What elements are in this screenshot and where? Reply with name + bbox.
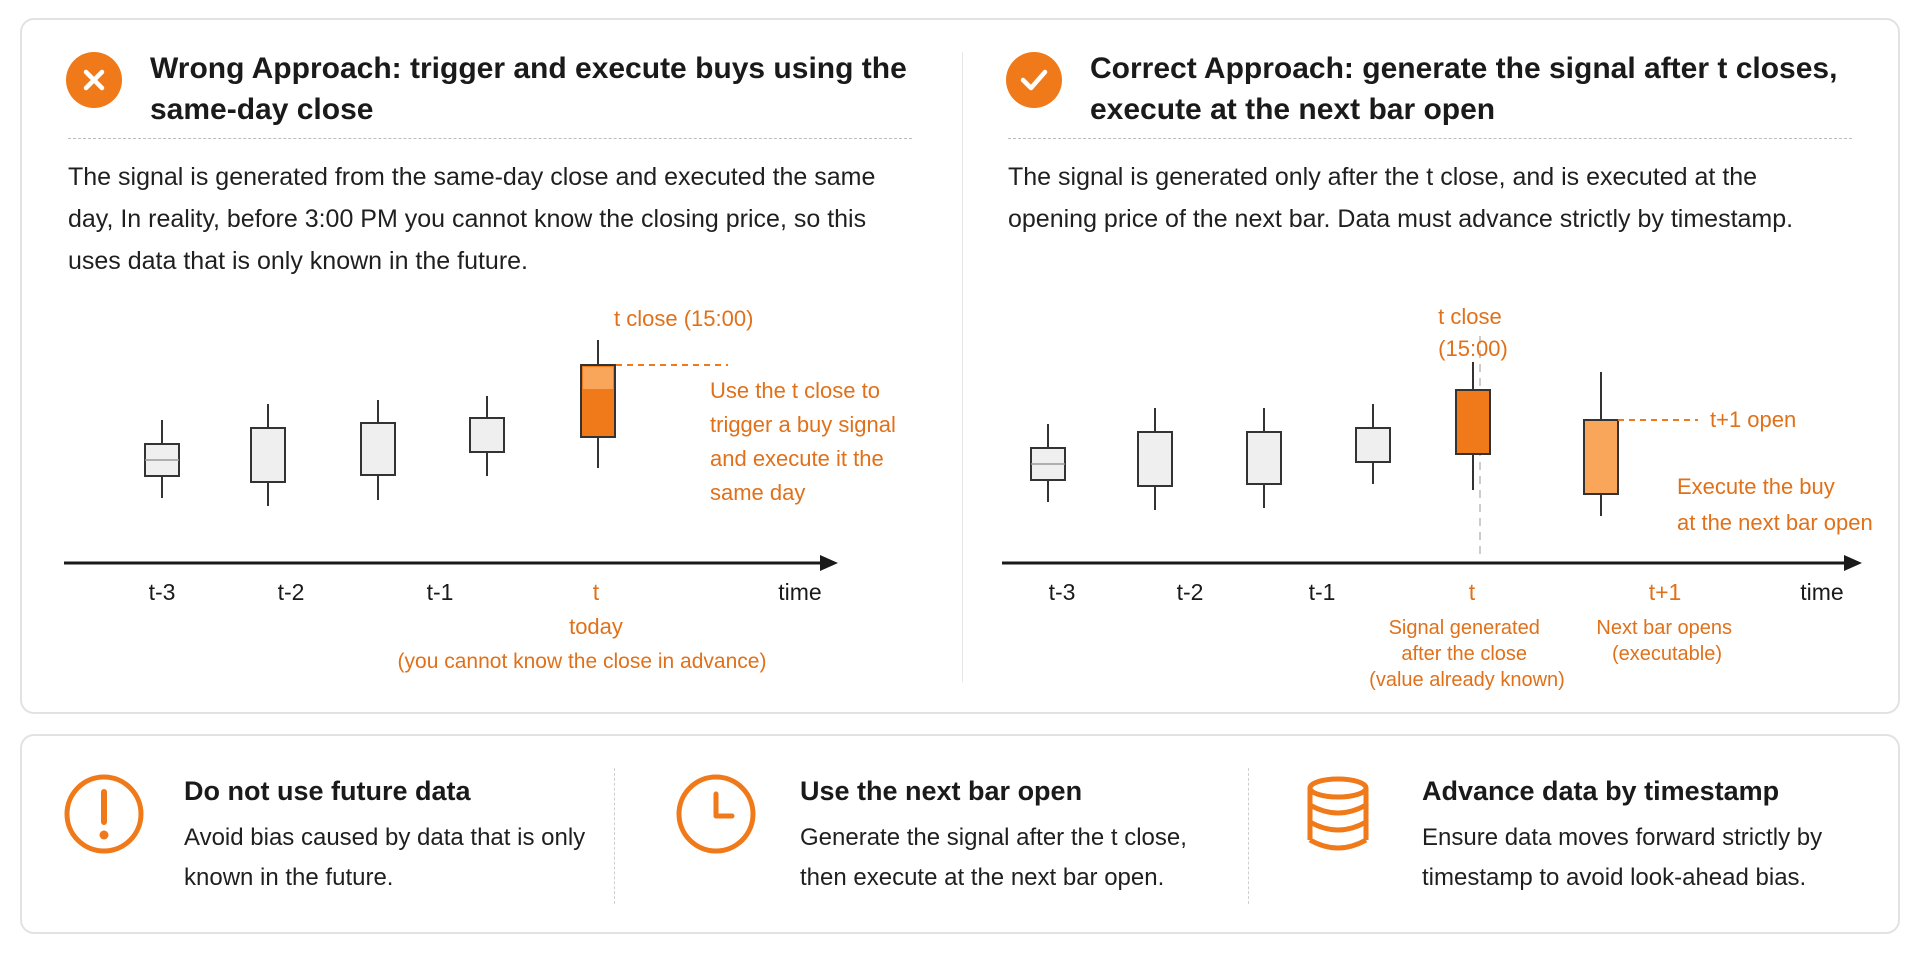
wrong-close-label: t close (15:00): [614, 306, 753, 331]
wrong-tick-t-1: t-1: [427, 579, 454, 605]
correct-close-label-line-2: (15:00): [1438, 336, 1508, 361]
correct-tick-t: t: [1469, 579, 1476, 605]
correct-t-note-line-3: (value already known): [1369, 669, 1565, 691]
wrong-title-strong: Wrong Approach:: [150, 52, 402, 85]
correct-title-rest: generate the signal after t closes, exec…: [1090, 52, 1838, 126]
correct-annotation-line-2: at the next bar open: [1677, 510, 1873, 535]
wrong-candle-t-3: [144, 420, 180, 498]
wrong-approach-section: Wrong Approach: trigger and execute buys…: [22, 20, 962, 712]
correct-candle-t-2: [1137, 408, 1173, 510]
check-circle-icon: [1006, 52, 1062, 108]
wrong-annotation-line-3: and execute it the: [710, 446, 884, 471]
correct-t1-note: Next bar opens (executable): [1596, 617, 1737, 665]
wrong-tick-t: t: [593, 579, 600, 605]
tip-title: Do not use future data: [184, 776, 471, 806]
correct-candle-t-3: [1030, 424, 1066, 502]
correct-candle-t-1: [1246, 408, 1282, 508]
correct-t-note: Signal generated after the close (value …: [1369, 617, 1565, 691]
correct-t-note-line-2: after the close: [1401, 643, 1527, 665]
correct-candle-t-plus-1: [1583, 372, 1619, 516]
wrong-approach-title: Wrong Approach: trigger and execute buys…: [150, 48, 930, 130]
wrong-axis-time-label: time: [778, 579, 821, 605]
correct-approach-title: Correct Approach: generate the signal af…: [1090, 48, 1870, 130]
wrong-annotation-line-2: trigger a buy signal: [710, 412, 896, 437]
wrong-title-rest: trigger and execute buys using the same-…: [150, 52, 907, 126]
tip-advance-by-timestamp: Advance data by timestamp Ensure data mo…: [1252, 736, 1892, 936]
correct-t1-note-line-1: Next bar opens: [1596, 617, 1732, 639]
column-divider: [962, 52, 963, 682]
wrong-candle-t-2: [250, 404, 286, 506]
tip-title: Advance data by timestamp: [1422, 776, 1780, 806]
wrong-annotation-line-4: same day: [710, 480, 805, 505]
database-icon: [1307, 776, 1369, 851]
tip-text: Avoid bias caused by data that is only k…: [184, 824, 586, 891]
correct-candle-t: [1455, 362, 1491, 490]
correct-candle-t-minus-0: [1355, 404, 1391, 484]
wrong-note: (you cannot know the close in advance): [398, 650, 767, 673]
correct-t-note-line-1: Signal generated: [1389, 617, 1540, 639]
tip-no-future-data: Do not use future data Avoid bias caused…: [22, 736, 612, 936]
wrong-candlestick-diagram: t close (15:00) Use the t close to trigg…: [64, 306, 902, 673]
correct-candlestick-diagram: t+1 open t close (15:00) Execute the buy…: [1002, 304, 1873, 691]
correct-open-label: t+1 open: [1710, 407, 1796, 432]
wrong-heading-rule: [68, 138, 912, 139]
tip-divider: [1248, 768, 1249, 904]
wrong-today-label: today: [569, 614, 623, 639]
wrong-annotation: Use the t close to trigger a buy signal …: [710, 378, 902, 505]
correct-axis-time-label: time: [1800, 579, 1843, 605]
wrong-description: The signal is generated from the same-da…: [68, 163, 876, 275]
tips-panel: Do not use future data Avoid bias caused…: [20, 734, 1900, 934]
wrong-axis-arrow: [820, 555, 838, 571]
tip-divider: [614, 768, 615, 904]
correct-annotation-line-1: Execute the buy: [1677, 474, 1835, 499]
correct-title-strong: Correct Approach:: [1090, 52, 1354, 85]
tip-next-bar-open: Use the next bar open Generate the signa…: [622, 736, 1222, 936]
wrong-candle-t-minus-0: [469, 396, 505, 476]
wrong-annotation-line-1: Use the t close to: [710, 378, 880, 403]
exclamation-circle-icon: [64, 774, 144, 854]
correct-tick-t-3: t-3: [1049, 579, 1076, 605]
correct-tick-t-2: t-2: [1177, 579, 1204, 605]
correct-close-label: t close (15:00): [1438, 304, 1508, 361]
correct-tick-t-1: t-1: [1309, 579, 1336, 605]
tip-text: Generate the signal after the t close, t…: [800, 824, 1187, 891]
correct-tick-t-plus-1: t+1: [1649, 579, 1682, 605]
correct-axis-arrow: [1844, 555, 1862, 571]
correct-heading-rule: [1008, 138, 1852, 139]
correct-close-label-line-1: t close: [1438, 304, 1502, 329]
wrong-candle-t-1: [360, 400, 396, 500]
correct-t1-note-line-2: (executable): [1612, 643, 1722, 665]
comparison-panel: Wrong Approach: trigger and execute buys…: [20, 18, 1900, 714]
wrong-candle-t: [580, 340, 616, 468]
tip-text: Ensure data moves forward strictly by ti…: [1422, 824, 1823, 891]
clock-icon: [676, 774, 756, 854]
correct-approach-section: Correct Approach: generate the signal af…: [962, 20, 1902, 712]
tip-title: Use the next bar open: [800, 776, 1083, 806]
correct-annotation: Execute the buy at the next bar open: [1677, 474, 1873, 535]
x-circle-icon: [66, 52, 122, 108]
wrong-tick-t-2: t-2: [278, 579, 305, 605]
correct-description: The signal is generated only after the t…: [1008, 163, 1794, 233]
wrong-tick-t-3: t-3: [149, 579, 176, 605]
